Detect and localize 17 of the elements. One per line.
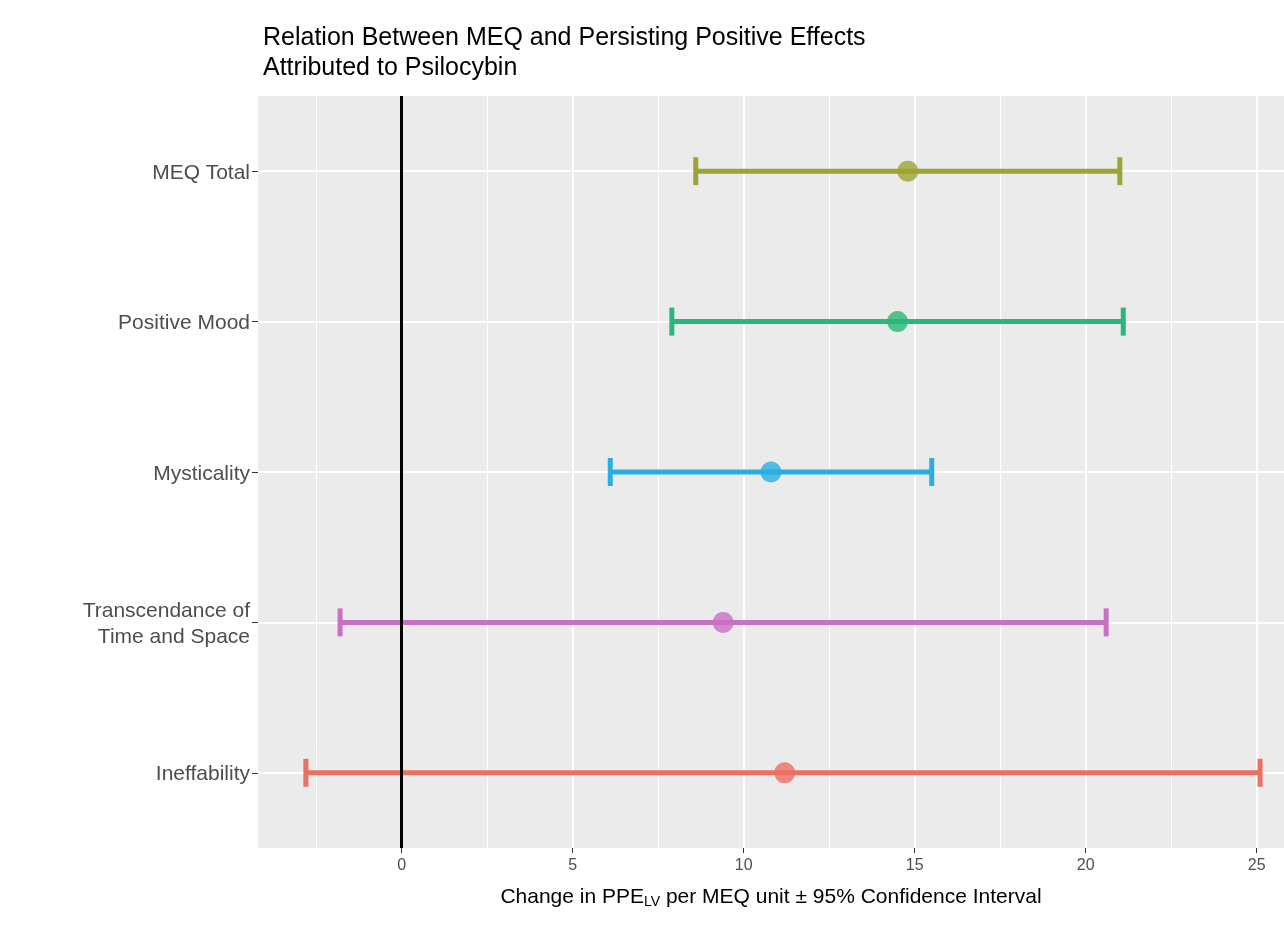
x-tick-label: 20 [1076, 855, 1095, 873]
x-tick-label: 25 [1247, 855, 1266, 873]
point [887, 311, 909, 333]
point [897, 160, 919, 182]
y-tick-label: Mysticality [153, 460, 251, 484]
y-tick-label: Positive Mood [118, 310, 250, 334]
chart-title: Relation Between MEQ and Persisting Positive Effects Attributed to Psilocybin [263, 22, 866, 80]
y-tick-label: Ineffability [155, 761, 251, 785]
x-tick-label: 10 [734, 855, 753, 873]
y-tick-label: MEQ Total [152, 159, 250, 183]
point [760, 461, 782, 483]
point [774, 762, 796, 784]
x-tick-label: 15 [905, 855, 924, 873]
y-tick-label: Transcendance of Time and Space [82, 597, 251, 647]
point [712, 611, 734, 633]
x-tick-label: 0 [397, 855, 407, 873]
x-tick-label: 5 [568, 855, 578, 873]
